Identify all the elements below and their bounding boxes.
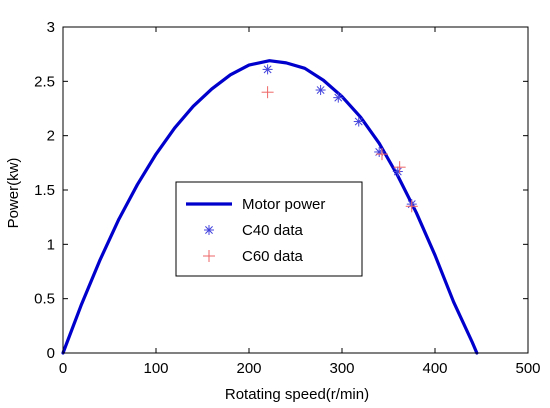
plot-area — [61, 59, 479, 355]
y-tick-label: 1.5 — [34, 182, 55, 199]
x-tick-label: 400 — [422, 360, 447, 377]
c40-data-point — [262, 64, 273, 75]
axes: 0 100 200 300 400 500 0 0.5 1 1.5 2 2.5 3 — [34, 19, 540, 377]
c60-data-point — [375, 148, 388, 161]
x-tick-label: 500 — [515, 360, 540, 377]
c40-data-point — [353, 116, 364, 127]
y-tick-label: 1 — [47, 236, 55, 253]
c40-data-point — [392, 166, 403, 177]
y-tick-label: 0.5 — [34, 291, 55, 308]
x-tick-label: 0 — [59, 360, 67, 377]
c60-data-point — [261, 86, 274, 99]
legend-label: C40 data — [242, 222, 304, 239]
c60-data-point — [393, 161, 406, 174]
motor-power-line — [61, 59, 479, 355]
legend-plus-marker — [203, 250, 215, 262]
y-tick-label: 3 — [47, 19, 55, 36]
y-tick-label: 2.5 — [34, 73, 55, 90]
legend-asterisk-marker — [204, 225, 214, 235]
y-tick-label: 2 — [47, 128, 55, 145]
c40-data-point — [315, 85, 326, 96]
y-axis-label: Power(kw) — [5, 158, 22, 229]
x-tick-label: 200 — [236, 360, 261, 377]
c40-data-point — [333, 92, 344, 103]
legend-label: Motor power — [242, 196, 325, 213]
x-tick-label: 100 — [143, 360, 168, 377]
c60-data-point — [405, 200, 418, 213]
c40-data-point — [374, 146, 385, 157]
legend-box — [175, 181, 363, 277]
x-axis-label: Rotating speed(r/min) — [225, 386, 369, 403]
legend: Motor power C40 data C60 data — [175, 181, 363, 277]
legend-label: C60 data — [242, 248, 304, 265]
y-tick-label: 0 — [47, 345, 55, 362]
x-tick-label: 300 — [329, 360, 354, 377]
